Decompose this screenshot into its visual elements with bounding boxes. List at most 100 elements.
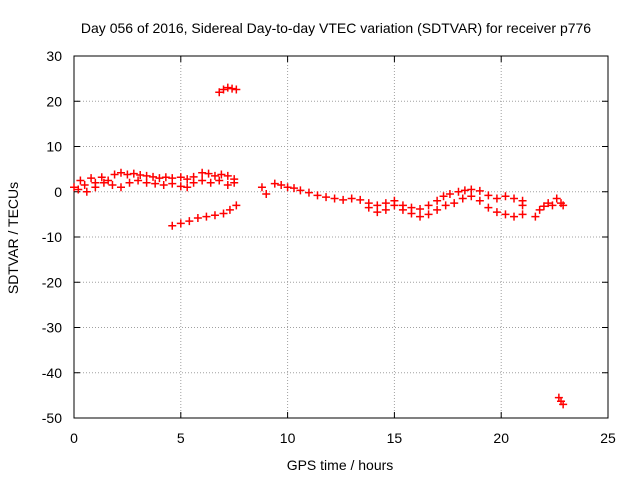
data-point (330, 194, 339, 203)
data-point (518, 210, 527, 219)
data-point (74, 185, 83, 194)
data-point (110, 170, 119, 179)
y-tick-label: -40 (42, 365, 62, 381)
data-point (424, 210, 433, 219)
data-point (339, 195, 348, 204)
data-point (176, 173, 185, 182)
data-point (116, 183, 125, 192)
data-point (475, 186, 484, 195)
data-point (460, 186, 469, 195)
data-point (176, 182, 185, 191)
data-point (159, 180, 168, 189)
data-point (439, 192, 448, 201)
x-tick-label: 15 (387, 430, 403, 446)
data-point (210, 211, 219, 220)
data-point (161, 173, 170, 182)
data-point (70, 183, 78, 192)
data-point (202, 212, 211, 221)
plot-frame (73, 55, 609, 419)
data-point (407, 209, 416, 218)
y-tick-label: 30 (46, 48, 62, 64)
data-point (262, 190, 271, 199)
data-point (559, 400, 568, 409)
data-point (544, 199, 553, 208)
data-point (454, 187, 463, 196)
data-point (125, 178, 134, 187)
data-point (381, 205, 390, 214)
x-tick-label: 20 (493, 430, 509, 446)
data-point (198, 168, 207, 177)
x-tick-label: 10 (280, 430, 296, 446)
data-point (283, 183, 292, 192)
series-early-band (70, 168, 239, 192)
data-point (176, 219, 185, 228)
data-point (142, 171, 151, 180)
tick-labels: 0 5 10 15 20 25 30 20 10 0 -10 -20 -30 -40 -50 (42, 48, 616, 446)
data-point (206, 178, 215, 187)
data-point (225, 205, 234, 214)
y-tick-label: 10 (46, 139, 62, 155)
data-point (270, 179, 279, 188)
data-point (535, 205, 544, 214)
chart-title: Day 056 of 2016, Sidereal Day-to-day VTE… (81, 20, 591, 36)
data-point (189, 178, 198, 187)
data-point (475, 196, 484, 205)
data-point (501, 210, 510, 219)
data-point (198, 176, 207, 185)
x-tick-label: 25 (600, 430, 616, 446)
data-point (151, 179, 160, 188)
data-point (149, 172, 158, 181)
data-point (129, 169, 138, 178)
series-middle-band (257, 179, 527, 213)
data-point (87, 174, 96, 183)
y-tick-label: -10 (42, 229, 62, 245)
data-point (445, 190, 454, 199)
data-point (441, 201, 450, 210)
data-point (228, 84, 237, 93)
data-point (304, 188, 313, 197)
data-point (155, 174, 164, 183)
data-point (322, 193, 331, 202)
data-points (70, 83, 568, 409)
x-tick-label: 5 (177, 430, 185, 446)
data-point (104, 176, 113, 185)
data-point (76, 176, 85, 185)
series-upper-outlier (215, 83, 241, 97)
data-point (539, 202, 548, 211)
data-point (467, 192, 476, 201)
data-point (217, 170, 226, 179)
series-middle-band-lower (364, 192, 527, 221)
data-point (219, 85, 228, 94)
data-point (257, 183, 266, 192)
series-negative-arc (168, 201, 241, 230)
data-point (484, 203, 493, 212)
y-tick-label: -50 (42, 410, 62, 426)
x-axis-label: GPS time / hours (287, 457, 394, 473)
y-axis-label: SDTVAR / TECUs (5, 182, 21, 294)
y-tick-label: 20 (46, 93, 62, 109)
data-point (433, 205, 442, 214)
data-point (230, 178, 239, 187)
x-tick-label: 0 (70, 430, 78, 446)
data-point (458, 194, 467, 203)
data-point (390, 201, 399, 210)
data-point (97, 173, 106, 182)
data-point (373, 201, 382, 210)
data-point (168, 221, 177, 230)
data-point (347, 194, 356, 203)
data-point (492, 194, 501, 203)
y-tick-label: -30 (42, 320, 62, 336)
data-point (510, 194, 519, 203)
data-point (492, 208, 501, 217)
data-point (183, 183, 192, 192)
data-point (168, 179, 177, 188)
data-point (501, 192, 510, 201)
data-point (356, 195, 365, 204)
data-point (373, 208, 382, 217)
data-point (518, 201, 527, 210)
data-point (548, 201, 557, 210)
data-point (91, 183, 100, 192)
data-point (193, 213, 202, 222)
